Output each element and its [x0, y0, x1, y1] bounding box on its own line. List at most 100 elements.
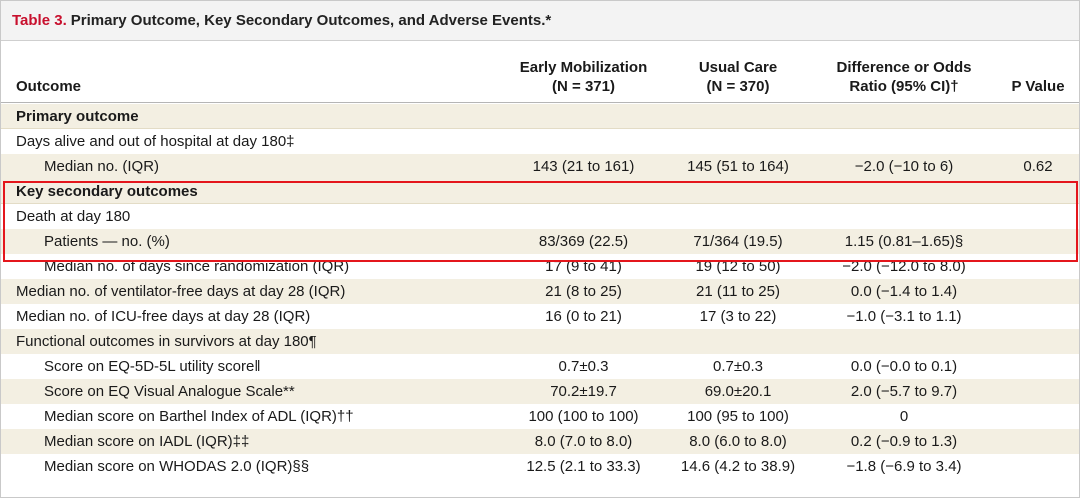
table-row: Functional outcomes in survivors at day …	[1, 329, 1079, 354]
row-label: Median score on IADL (IQR)‡‡	[44, 433, 250, 450]
difference-value	[809, 129, 999, 154]
header-difference: Difference or Odds Ratio (95% CI)†	[836, 59, 972, 95]
usual-care-value: 69.0±20.1	[704, 383, 772, 400]
row-label: Median score on WHODAS 2.0 (IQR)§§	[44, 458, 310, 475]
p-value	[1001, 279, 1075, 304]
p-value	[1001, 179, 1075, 204]
difference-value: 0.2 (−0.9 to 1.3)	[850, 433, 958, 450]
table-row: Score on EQ Visual Analogue Scale** 70.2±…	[1, 379, 1079, 404]
usual-care-value	[668, 329, 808, 354]
early-mobilization-value	[501, 104, 666, 129]
table-title: Primary Outcome, Key Secondary Outcomes,…	[70, 12, 552, 29]
early-mobilization-value	[501, 129, 666, 154]
usual-care-value: 8.0 (6.0 to 8.0)	[689, 433, 787, 450]
difference-value	[809, 204, 999, 229]
early-mobilization-value: 21 (8 to 25)	[545, 283, 622, 300]
p-value	[1001, 204, 1075, 229]
table-number: Table 3.	[12, 12, 67, 29]
p-value	[1001, 429, 1075, 454]
section-heading: Primary outcome	[16, 108, 139, 125]
row-label: Median no. of ventilator-free days at da…	[16, 283, 346, 300]
table-caption: Table 3. Primary Outcome, Key Secondary …	[1, 1, 1079, 41]
row-label: Median no. of ICU-free days at day 28 (I…	[16, 308, 311, 325]
p-value	[1001, 354, 1075, 379]
row-label: Days alive and out of hospital at day 18…	[16, 133, 295, 150]
usual-care-value: 71/364 (19.5)	[693, 233, 783, 250]
table-row: Death at day 180	[1, 204, 1079, 229]
section-row: Primary outcome	[1, 104, 1079, 129]
table-row: Median score on Barthel Index of ADL (IQ…	[1, 404, 1079, 429]
early-mobilization-value: 17 (9 to 41)	[545, 258, 622, 275]
usual-care-value	[668, 179, 808, 204]
usual-care-value	[668, 104, 808, 129]
header-usual-care: Usual Care (N = 370)	[698, 59, 778, 95]
table-row: Median no. (IQR) 143 (21 to 161) 145 (51 t…	[1, 154, 1079, 179]
difference-value: 2.0 (−5.7 to 9.7)	[850, 383, 958, 400]
p-value	[1001, 379, 1075, 404]
usual-care-value	[668, 204, 808, 229]
usual-care-value: 14.6 (4.2 to 38.9)	[680, 458, 796, 475]
usual-care-value: 100 (95 to 100)	[687, 408, 789, 425]
p-value	[1001, 129, 1075, 154]
usual-care-value: 145 (51 to 164)	[687, 158, 789, 175]
difference-value: 0	[899, 408, 909, 425]
early-mobilization-value: 143 (21 to 161)	[532, 158, 635, 175]
early-mobilization-value: 100 (100 to 100)	[528, 408, 639, 425]
p-value: 0.62	[1023, 158, 1053, 175]
usual-care-value: 0.7±0.3	[713, 358, 763, 375]
difference-value	[809, 179, 999, 204]
table-row: Median no. of ICU-free days at day 28 (I…	[1, 304, 1079, 329]
header-outcome: Outcome	[16, 78, 82, 95]
difference-value: −2.0 (−12.0 to 8.0)	[842, 258, 966, 275]
early-mobilization-value: 16 (0 to 21)	[545, 308, 622, 325]
table-row: Median no. of ventilator-free days at da…	[1, 279, 1079, 304]
table-row: Median score on IADL (IQR)‡‡ 8.0 (7.0 to …	[1, 429, 1079, 454]
usual-care-value: 21 (11 to 25)	[696, 283, 780, 300]
difference-value: 0.0 (−1.4 to 1.4)	[850, 283, 958, 300]
p-value	[1001, 404, 1075, 429]
p-value	[1001, 329, 1075, 354]
table-row: Score on EQ-5D-5L utility score‖ 0.7±0.3 0…	[1, 354, 1079, 379]
row-label: Patients — no. (%)	[44, 233, 170, 250]
section-heading: Key secondary outcomes	[16, 183, 198, 200]
header-early-mobilization: Early Mobilization (N = 371)	[519, 59, 648, 95]
difference-value: 1.15 (0.81–1.65)§	[844, 233, 964, 250]
p-value	[1001, 104, 1075, 129]
early-mobilization-value: 0.7±0.3	[558, 358, 609, 375]
p-value	[1001, 254, 1075, 279]
table-row: Patients — no. (%) 83/369 (22.5) 71/364 (1…	[1, 229, 1079, 254]
difference-value	[809, 329, 999, 354]
row-label: Median no. (IQR)	[44, 158, 160, 175]
table-row: Median no. of days since randomization (…	[1, 254, 1079, 279]
table-row: Days alive and out of hospital at day 18…	[1, 129, 1079, 154]
table-header: Outcome Early Mobilization (N = 371) Usu…	[1, 42, 1079, 103]
row-label: Median no. of days since randomization (…	[44, 258, 350, 275]
early-mobilization-value	[501, 329, 666, 354]
early-mobilization-value	[501, 179, 666, 204]
p-value	[1001, 229, 1075, 254]
row-label: Score on EQ Visual Analogue Scale**	[44, 383, 295, 400]
difference-value: −1.8 (−6.9 to 3.4)	[846, 458, 962, 475]
table-row: Median score on WHODAS 2.0 (IQR)§§ 12.5 (…	[1, 454, 1079, 479]
row-label: Score on EQ-5D-5L utility score‖	[44, 358, 261, 375]
section-row: Key secondary outcomes	[1, 179, 1079, 204]
p-value	[1001, 304, 1075, 329]
usual-care-value	[668, 129, 808, 154]
difference-value: −1.0 (−3.1 to 1.1)	[846, 308, 962, 325]
early-mobilization-value	[501, 204, 666, 229]
row-label: Functional outcomes in survivors at day …	[16, 333, 317, 350]
row-label: Median score on Barthel Index of ADL (IQ…	[44, 408, 354, 425]
difference-value	[809, 104, 999, 129]
early-mobilization-value: 8.0 (7.0 to 8.0)	[534, 433, 633, 450]
header-p-value: P Value	[1011, 78, 1065, 95]
usual-care-value: 19 (12 to 50)	[695, 258, 781, 275]
early-mobilization-value: 70.2±19.7	[550, 383, 617, 400]
p-value	[1001, 454, 1075, 479]
early-mobilization-value: 83/369 (22.5)	[538, 233, 629, 250]
early-mobilization-value: 12.5 (2.1 to 33.3)	[526, 458, 641, 475]
difference-value: 0.0 (−0.0 to 0.1)	[850, 358, 958, 375]
usual-care-value: 17 (3 to 22)	[699, 308, 777, 325]
row-label: Death at day 180	[16, 208, 131, 225]
difference-value: −2.0 (−10 to 6)	[854, 158, 954, 175]
